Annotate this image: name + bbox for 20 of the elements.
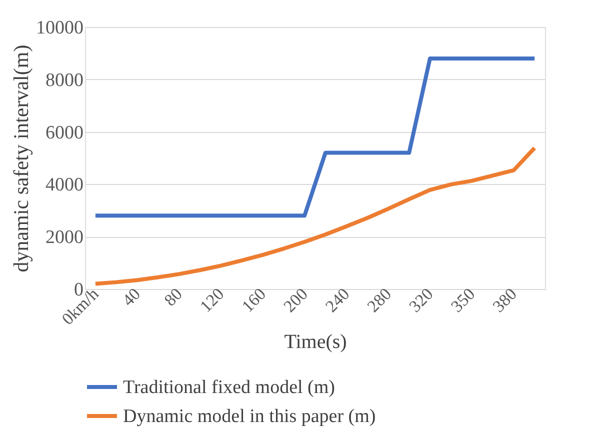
y-tick-label: 4000 — [46, 174, 84, 196]
x-tick-label: 160 — [238, 284, 270, 316]
x-tick-label: 350 — [447, 284, 479, 316]
y-tick-label: 6000 — [46, 122, 84, 144]
x-tick-label: 240 — [322, 284, 354, 316]
line-series — [93, 146, 537, 286]
x-tick-label: 120 — [196, 284, 228, 316]
x-tick-label: 200 — [280, 284, 312, 316]
y-tick-label: 2000 — [46, 227, 84, 248]
y-tick-label: 8000 — [46, 70, 84, 91]
x-tick-label: 320 — [405, 284, 437, 316]
y-axis-title: dynamic safety interval(m) — [9, 44, 33, 272]
x-tick-label: 80 — [160, 284, 186, 310]
y-tick-label: 10000 — [36, 18, 84, 38]
legend-label: Traditional fixed model (m) — [123, 377, 335, 398]
x-tick-label: 280 — [364, 284, 396, 316]
x-tick-label: 40 — [118, 284, 144, 310]
x-axis-title: Time(s) — [284, 330, 347, 353]
x-tick-label: 380 — [489, 284, 520, 316]
legend-label: Dynamic model in this paper (m) — [123, 406, 376, 427]
